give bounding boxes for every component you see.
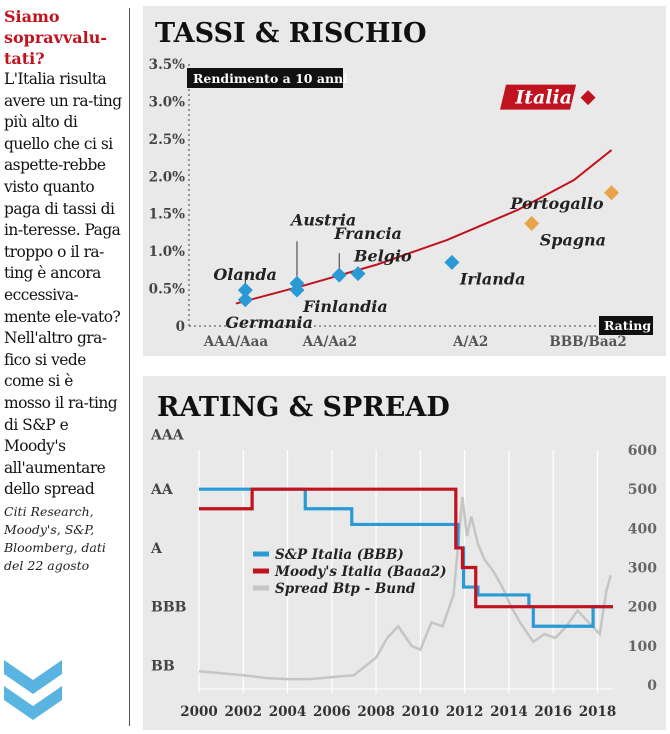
y-tick-label: 2.5% bbox=[149, 132, 185, 148]
point-label: Spagna bbox=[540, 230, 606, 249]
chart-title: TASSI & RISCHIO bbox=[155, 18, 427, 49]
point-label: Germania bbox=[225, 313, 313, 332]
chart-tassi-rischio: TASSI & RISCHIO 0 0.5% 1.0% 1.5% 2.0% 2.5% 3.0… bbox=[143, 6, 666, 356]
point-marker bbox=[331, 267, 347, 283]
x-tick-label: 2008 bbox=[357, 704, 395, 720]
x-axis: 2000 2002 2004 2006 2008 2010 2012 2014 2016 2018 bbox=[180, 704, 616, 720]
italia-label-box bbox=[500, 84, 577, 110]
sidebar-source: Citi Research, Moody's, S&P, Bloomberg, … bbox=[4, 503, 106, 573]
x-tick-label: 2014 bbox=[490, 704, 528, 720]
xlabel-box bbox=[599, 316, 653, 335]
y-tick-label: 1.0% bbox=[149, 244, 185, 260]
legend-label: Spread Btp - Bund bbox=[275, 581, 416, 597]
trend-line bbox=[235, 149, 613, 305]
x-tick-label: BBB/Baa2 bbox=[549, 334, 626, 350]
series-spread-line bbox=[198, 496, 612, 681]
y-tick-label: 1.5% bbox=[149, 207, 185, 223]
x-axis: AAA/Aaa AA/Aa2 A/A2 BBB/Baa2 bbox=[203, 334, 627, 350]
x-tick-label: 2004 bbox=[269, 704, 307, 720]
point-label: Francia bbox=[333, 224, 402, 243]
chart-rating-spread: RATING & SPREAD BB BBB A AA AAA 0 100 200 300 40… bbox=[143, 376, 666, 730]
point-label: Irlanda bbox=[459, 269, 526, 288]
x-tick-label: A/A2 bbox=[452, 334, 488, 350]
point-label: Italia bbox=[514, 87, 572, 109]
y-right-tick-label: 100 bbox=[628, 639, 657, 655]
y-tick-label: 3.5% bbox=[149, 57, 185, 73]
y-right-tick-label: 600 bbox=[628, 443, 657, 459]
y-left-tick-label: AA bbox=[150, 482, 174, 498]
point-label: Portogallo bbox=[509, 194, 603, 213]
point-label: Austria bbox=[289, 210, 356, 229]
double-chevron-down-icon bbox=[2, 658, 64, 726]
x-tick-label: 2012 bbox=[446, 704, 484, 720]
point-marker bbox=[237, 282, 253, 298]
point-marker bbox=[350, 266, 366, 282]
y-tick-label: 2.0% bbox=[149, 169, 185, 185]
y-right-tick-label: 200 bbox=[628, 600, 657, 616]
y-right-tick-label: 500 bbox=[628, 482, 657, 498]
x-tick-label: 2010 bbox=[402, 704, 440, 720]
x-tick-label: AAA/Aaa bbox=[203, 334, 269, 350]
point-marker bbox=[444, 254, 460, 270]
sidebar-headline: Siamo sopravvalu-tati? bbox=[4, 7, 107, 68]
data-points: Olanda Germania Austria Finlandia Francia Bel… bbox=[213, 84, 620, 332]
y-axis: 0 0.5% 1.0% 1.5% 2.0% 2.5% 3.0% 3.5% bbox=[149, 57, 185, 335]
chart-title: RATING & SPREAD bbox=[157, 392, 450, 423]
y-right-tick-label: 300 bbox=[628, 561, 657, 577]
point-label: Belgio bbox=[353, 247, 412, 266]
legend-label: Moody's Italia (Baaa2) bbox=[274, 564, 447, 580]
point-marker bbox=[237, 292, 253, 308]
point-marker bbox=[289, 282, 305, 298]
article-sidebar: Siamo sopravvalu-tati? L'Italia risulta … bbox=[4, 6, 122, 575]
y-axis-right: 0 100 200 300 400 500 600 bbox=[628, 443, 657, 694]
point-label: Olanda bbox=[213, 265, 277, 284]
x-axis-label: Rating bbox=[604, 318, 651, 333]
y-tick-label: 3.0% bbox=[149, 94, 185, 110]
point-marker bbox=[580, 90, 596, 106]
y-left-tick-label: AAA bbox=[150, 427, 185, 443]
y-right-tick-label: 0 bbox=[647, 678, 657, 694]
y-tick-label: 0.5% bbox=[149, 282, 185, 298]
x-tick-label: 2002 bbox=[224, 704, 262, 720]
y-left-tick-label: BBB bbox=[151, 600, 187, 616]
x-tick-label: 2006 bbox=[313, 704, 351, 720]
column-divider bbox=[129, 8, 130, 726]
y-right-tick-label: 400 bbox=[628, 521, 657, 537]
x-tick-label: AA/Aa2 bbox=[302, 334, 358, 350]
legend-label: S&P Italia (BBB) bbox=[275, 547, 404, 563]
y-left-tick-label: A bbox=[150, 541, 163, 557]
x-tick-label: 2018 bbox=[579, 704, 617, 720]
subtitle-box bbox=[187, 68, 343, 88]
sidebar-body-text: L'Italia risulta avere un ra-ting più al… bbox=[4, 70, 122, 499]
chart-subtitle: Rendimento a 10 anni bbox=[193, 71, 348, 86]
y-left-tick-label: BB bbox=[151, 658, 175, 674]
x-tick-label: 2000 bbox=[180, 704, 218, 720]
chart-tassi-rischio-plot: TASSI & RISCHIO 0 0.5% 1.0% 1.5% 2.0% 2.5% 3.0… bbox=[149, 18, 653, 350]
series-moodys-line bbox=[199, 487, 613, 609]
series-sp-line bbox=[199, 487, 613, 628]
legend: S&P Italia (BBB)Moody's Italia (Baaa2)Sp… bbox=[253, 547, 447, 597]
point-marker bbox=[524, 215, 540, 231]
point-label: Finlandia bbox=[302, 297, 388, 316]
x-tick-label: 2016 bbox=[534, 704, 572, 720]
y-tick-label: 0 bbox=[176, 319, 185, 335]
point-marker bbox=[604, 185, 620, 201]
